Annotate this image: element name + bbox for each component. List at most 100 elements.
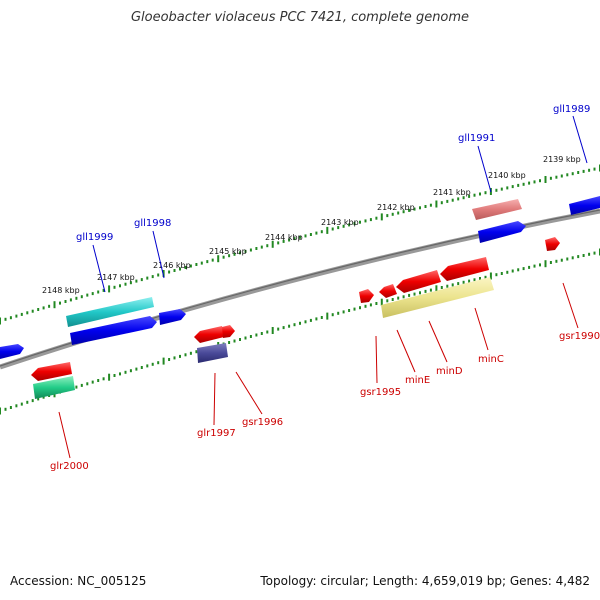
gene-arrow-gll1991-lower[interactable]	[478, 221, 526, 243]
minor-tick	[304, 320, 307, 324]
gene-label-glr1997[interactable]: glr1997	[197, 428, 236, 439]
gene-label-gsr1996[interactable]: gsr1996	[242, 417, 283, 428]
minor-tick	[413, 292, 416, 296]
gene-label-gsr1990[interactable]: gsr1990	[559, 331, 600, 342]
minor-tick	[293, 323, 296, 327]
minor-tick	[533, 180, 536, 184]
minor-tick	[588, 252, 591, 256]
minor-tick	[31, 399, 34, 403]
gene-arrow-minD[interactable]	[396, 270, 441, 293]
leader-gsr1996	[235, 371, 263, 415]
minor-tick	[20, 312, 23, 316]
minor-tick	[124, 282, 127, 286]
minor-tick	[102, 377, 105, 381]
minor-tick	[80, 295, 83, 299]
minor-tick	[288, 324, 291, 328]
gene-label-gll1999[interactable]: gll1999	[76, 232, 113, 243]
forward-strand-genes	[0, 196, 600, 359]
minor-tick	[495, 273, 498, 277]
minor-tick	[195, 263, 198, 266]
gene-arrow-minC[interactable]	[440, 257, 489, 281]
leader-gll1999	[92, 244, 106, 293]
gene-label-minD[interactable]: minD	[436, 366, 463, 377]
minor-tick	[239, 251, 241, 255]
minor-tick	[37, 397, 40, 401]
gene-label-minE[interactable]: minE	[405, 375, 430, 386]
minor-tick	[42, 306, 45, 310]
major-tick	[108, 285, 111, 293]
minor-tick	[233, 339, 236, 343]
minor-tick	[331, 313, 334, 317]
minor-tick	[97, 379, 100, 382]
minor-tick	[244, 336, 247, 340]
minor-tick	[151, 362, 154, 366]
minor-tick	[500, 187, 503, 191]
minor-tick	[577, 171, 580, 174]
minor-tick	[48, 304, 51, 308]
minor-tick	[408, 208, 411, 212]
minor-tick	[528, 181, 531, 185]
minor-tick	[348, 223, 351, 227]
gene-arrow-gsr1995[interactable]	[359, 289, 374, 303]
minor-tick	[517, 268, 520, 272]
kbp-label: 2143 kbp	[321, 218, 359, 227]
minor-tick	[168, 270, 171, 274]
minor-tick	[86, 382, 89, 386]
minor-tick	[446, 284, 449, 288]
minor-tick	[293, 237, 296, 241]
leader-gll1989	[572, 115, 588, 164]
gene-arrow-gll1991[interactable]	[472, 199, 522, 220]
gene-label-minC[interactable]: minC	[478, 354, 504, 365]
gene-arrow-gll1998[interactable]	[159, 309, 186, 325]
minor-tick	[184, 353, 187, 357]
gene-arrow-glr2000-lower[interactable]	[33, 376, 75, 399]
gene-label-gsr1995[interactable]: gsr1995	[360, 387, 401, 398]
gene-labels: gll1999 gll1998 gll1991 gll1989 glr2000 …	[50, 104, 600, 472]
minor-tick	[249, 248, 252, 252]
leader-gll1991	[477, 145, 492, 193]
minor-tick	[577, 255, 580, 259]
minor-tick	[348, 309, 351, 312]
gene-arrow-glr1997-lower[interactable]	[197, 343, 228, 363]
gene-arrow-gll1999[interactable]	[66, 297, 154, 327]
minor-tick	[140, 278, 143, 282]
minor-tick	[26, 400, 29, 404]
minor-tick	[124, 370, 127, 374]
gene-label-gll1998[interactable]: gll1998	[134, 218, 171, 229]
minor-tick	[560, 174, 563, 178]
leader-minD	[428, 320, 448, 363]
minor-tick	[555, 259, 558, 263]
minor-tick	[288, 238, 291, 242]
kbp-label: 2145 kbp	[209, 247, 247, 256]
minor-tick	[369, 218, 372, 222]
gene-arrow-gll1989[interactable]	[569, 196, 600, 215]
minor-tick	[157, 273, 160, 277]
major-tick	[162, 357, 165, 365]
gene-arrow-min-operon-lower[interactable]	[381, 277, 494, 318]
minor-tick	[369, 303, 372, 307]
major-tick	[544, 176, 547, 183]
minor-tick	[249, 335, 252, 338]
gene-arrow-gsr1990[interactable]	[545, 237, 560, 251]
gene-arrow-left-edge[interactable]	[0, 344, 24, 359]
minor-tick	[500, 272, 503, 275]
minor-tick	[113, 374, 116, 377]
major-tick	[435, 200, 438, 208]
minor-tick	[129, 281, 132, 285]
minor-tick	[468, 279, 471, 283]
minor-tick	[386, 214, 389, 218]
gene-label-gll1989[interactable]: gll1989	[553, 104, 590, 115]
gene-arrow-gsr1996[interactable]	[222, 325, 235, 338]
gene-label-glr2000[interactable]: glr2000	[50, 461, 89, 472]
gene-arrow-minE[interactable]	[379, 284, 397, 298]
gene-label-gll1991[interactable]: gll1991	[458, 133, 495, 144]
minor-tick	[195, 350, 198, 354]
minor-tick	[424, 289, 427, 293]
forward-tick-rail	[0, 164, 600, 325]
gene-arrow-gll1999-lower[interactable]	[70, 316, 157, 345]
gene-arrow-glr2000[interactable]	[31, 362, 72, 381]
minor-tick	[582, 169, 585, 173]
minor-tick	[31, 309, 34, 313]
gene-arrow-glr1997[interactable]	[194, 326, 224, 343]
minor-tick	[9, 316, 12, 320]
